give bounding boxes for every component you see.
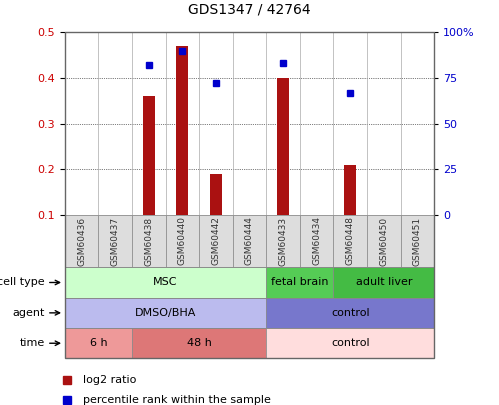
Text: GSM60440: GSM60440 bbox=[178, 217, 187, 265]
Text: GSM60451: GSM60451 bbox=[413, 216, 422, 266]
Text: GSM60442: GSM60442 bbox=[212, 217, 221, 265]
Text: GSM60438: GSM60438 bbox=[144, 216, 153, 266]
Bar bbox=[210, 174, 222, 215]
Text: GSM60436: GSM60436 bbox=[77, 216, 86, 266]
Text: log2 ratio: log2 ratio bbox=[83, 375, 136, 385]
Text: control: control bbox=[331, 308, 370, 318]
Bar bbox=[177, 46, 188, 215]
Bar bbox=[143, 96, 155, 215]
Text: GSM60433: GSM60433 bbox=[278, 216, 287, 266]
Text: GSM60450: GSM60450 bbox=[379, 216, 388, 266]
Text: GSM60437: GSM60437 bbox=[111, 216, 120, 266]
Text: agent: agent bbox=[12, 308, 45, 318]
Text: DMSO/BHA: DMSO/BHA bbox=[135, 308, 196, 318]
Text: GSM60448: GSM60448 bbox=[346, 217, 355, 265]
Text: 48 h: 48 h bbox=[187, 338, 212, 348]
Text: time: time bbox=[19, 338, 45, 348]
Text: GSM60444: GSM60444 bbox=[245, 217, 254, 265]
Text: MSC: MSC bbox=[153, 277, 178, 288]
Text: fetal brain: fetal brain bbox=[271, 277, 329, 288]
Text: GDS1347 / 42764: GDS1347 / 42764 bbox=[188, 2, 311, 16]
Text: 6 h: 6 h bbox=[90, 338, 107, 348]
Text: percentile rank within the sample: percentile rank within the sample bbox=[83, 395, 270, 405]
Text: cell type: cell type bbox=[0, 277, 45, 288]
Bar bbox=[344, 164, 356, 215]
Text: GSM60434: GSM60434 bbox=[312, 217, 321, 265]
Text: adult liver: adult liver bbox=[355, 277, 412, 288]
Text: control: control bbox=[331, 338, 370, 348]
Bar bbox=[277, 78, 289, 215]
